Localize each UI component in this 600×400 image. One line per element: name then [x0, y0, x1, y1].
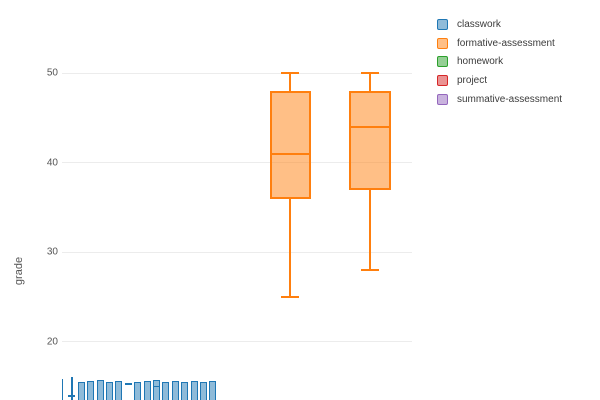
formative-assessment-box-2-median — [349, 125, 391, 128]
legend-item-project[interactable]: project — [437, 71, 562, 90]
legend-label: homework — [457, 56, 504, 68]
y-tick-label-50: 50 — [46, 67, 58, 79]
legend-swatch-formative-assessment — [437, 37, 448, 49]
gridline-20 — [62, 341, 412, 343]
legend-swatch-project — [437, 74, 448, 86]
legend-item-formative-assessment[interactable]: formative-assessment — [437, 34, 562, 53]
classwork-mini-box-7[interactable] — [115, 380, 123, 400]
formative-assessment-box-2-upper-whisker — [369, 73, 371, 91]
legend-label: project — [457, 74, 488, 86]
legend-label: classwork — [457, 18, 501, 30]
formative-assessment-box-1-upper-whisker — [289, 73, 291, 91]
classwork-mini-box-12[interactable] — [162, 382, 170, 400]
classwork-mini-box-3[interactable] — [77, 382, 85, 400]
classwork-mini-box-10[interactable] — [143, 381, 151, 400]
classwork-mini-box-2[interactable] — [71, 376, 73, 400]
classwork-mini-box-4[interactable] — [87, 381, 95, 400]
formative-assessment-box-1-median — [269, 152, 311, 155]
classwork-mini-box-11-median — [153, 385, 160, 388]
formative-assessment-box-2-min-cap — [361, 269, 379, 272]
gridline-40 — [62, 162, 412, 164]
classwork-mini-box-15[interactable] — [190, 381, 198, 400]
formative-assessment-box-1-max-cap — [281, 72, 299, 74]
y-tick-label-20: 20 — [46, 336, 58, 348]
classwork-mini-box-1[interactable] — [61, 378, 64, 400]
classwork-mini-box-13[interactable] — [171, 381, 179, 400]
legend: classwork formative-assessment homework pro… — [437, 15, 562, 108]
legend-swatch-homework — [437, 56, 448, 68]
legend-swatch-summative-assessment — [437, 93, 448, 105]
classwork-mini-box-9[interactable] — [134, 382, 142, 400]
formative-assessment-box-2-lower-whisker — [369, 189, 371, 271]
legend-label: formative-assessment — [457, 37, 555, 49]
legend-label: summative-assessment — [457, 93, 563, 105]
classwork-mini-box-16[interactable] — [200, 382, 207, 400]
formative-assessment-box-2-max-cap — [361, 72, 379, 74]
classwork-mini-box-11[interactable] — [153, 379, 160, 400]
y-axis-title: grade — [13, 256, 25, 286]
classwork-mini-box-14[interactable] — [181, 382, 189, 400]
classwork-mini-box-17[interactable] — [209, 381, 217, 400]
legend-item-summative-assessment[interactable]: summative-assessment — [437, 90, 562, 109]
formative-assessment-box-1-lower-whisker — [289, 198, 291, 298]
gridline-30 — [62, 251, 412, 253]
classwork-mini-box-5[interactable] — [96, 379, 104, 400]
legend-swatch-classwork — [437, 18, 448, 30]
legend-item-classwork[interactable]: classwork — [437, 15, 562, 34]
y-tick-label-40: 40 — [46, 157, 58, 169]
formative-assessment-box-1[interactable] — [269, 90, 311, 199]
classwork-mini-box-8[interactable] — [124, 383, 132, 386]
classwork-mini-box-6[interactable] — [106, 382, 113, 400]
formative-assessment-box-2[interactable] — [349, 90, 391, 190]
y-tick-label-30: 30 — [46, 246, 58, 258]
classwork-mini-box-2-cap — [68, 395, 76, 397]
gridline-50 — [62, 72, 412, 74]
formative-assessment-box-1-min-cap — [281, 296, 299, 299]
legend-item-homework[interactable]: homework — [437, 52, 562, 71]
